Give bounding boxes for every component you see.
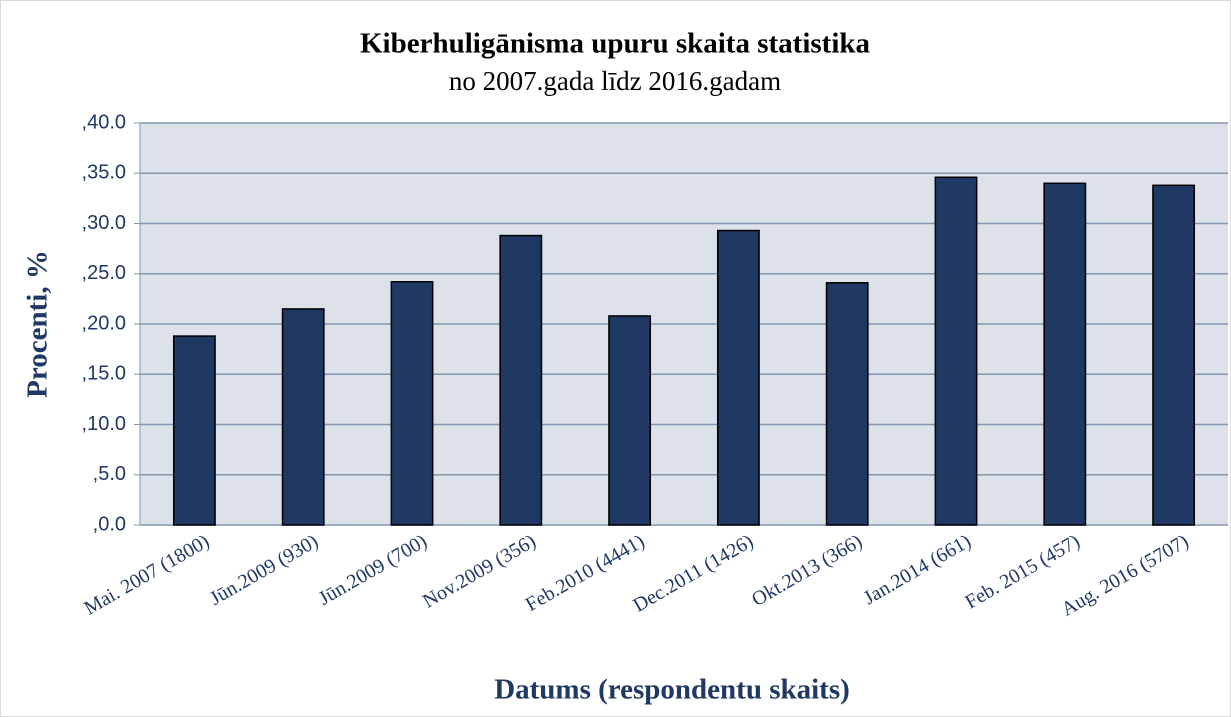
bar [390, 281, 434, 526]
bar [1043, 182, 1087, 526]
y-tick-label: ,15.0 [82, 363, 126, 385]
y-tick-label: ,0.0 [93, 513, 126, 535]
bar [172, 335, 216, 526]
bar [499, 234, 543, 526]
y-axis-title: Procenti, % [22, 250, 54, 398]
y-tick-label: ,5.0 [93, 463, 126, 485]
chart-subtitle: no 2007.gada līdz 2016.gadam [449, 66, 781, 96]
bar [608, 315, 652, 526]
bar [716, 229, 760, 526]
bar [1152, 184, 1196, 526]
y-tick-label: ,25.0 [82, 262, 126, 284]
chart-title: Kiberhuligānisma upuru skaita statistika [360, 28, 871, 60]
x-axis-title: Datums (respondentu skaits) [494, 674, 850, 706]
y-tick-label: ,30.0 [82, 212, 126, 234]
bar [934, 176, 978, 526]
y-tick-label: ,40.0 [82, 111, 126, 133]
y-tick-label: ,10.0 [82, 413, 126, 435]
bar [281, 308, 325, 526]
y-tick-label: ,35.0 [82, 162, 126, 184]
bar [825, 282, 869, 526]
y-tick-label: ,20.0 [82, 312, 126, 334]
